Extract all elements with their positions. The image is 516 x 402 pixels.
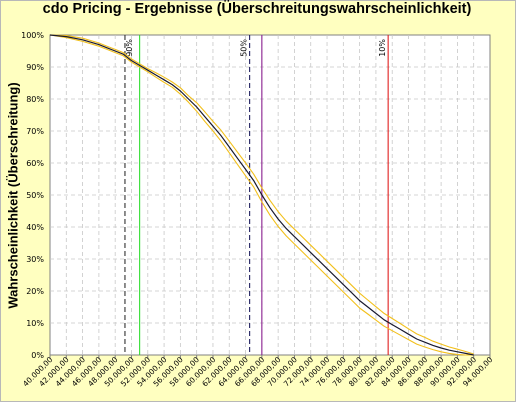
y-tick-label: 80% [26, 95, 44, 104]
y-tick-label: 40% [26, 223, 44, 232]
y-tick-label: 60% [26, 159, 44, 168]
reference-line-label: 90% [125, 39, 134, 57]
y-tick-label: 0% [31, 351, 44, 360]
y-tick-label: 10% [26, 319, 44, 328]
y-tick-label: 90% [26, 63, 44, 72]
chart-title: cdo Pricing - Ergebnisse (Überschreitung… [42, 1, 472, 17]
reference-line-label: 50% [240, 39, 249, 57]
y-tick-label: 50% [26, 191, 44, 200]
reference-line-label: 10% [378, 39, 387, 57]
confidence-band-line [49, 34, 474, 355]
y-tick-label: 30% [26, 255, 44, 264]
y-tick-label: 20% [26, 287, 44, 296]
y-tick-label: 70% [26, 127, 44, 136]
confidence-band-line [49, 34, 474, 356]
y-tick-label: 100% [21, 31, 44, 40]
main-series-line [49, 34, 474, 356]
